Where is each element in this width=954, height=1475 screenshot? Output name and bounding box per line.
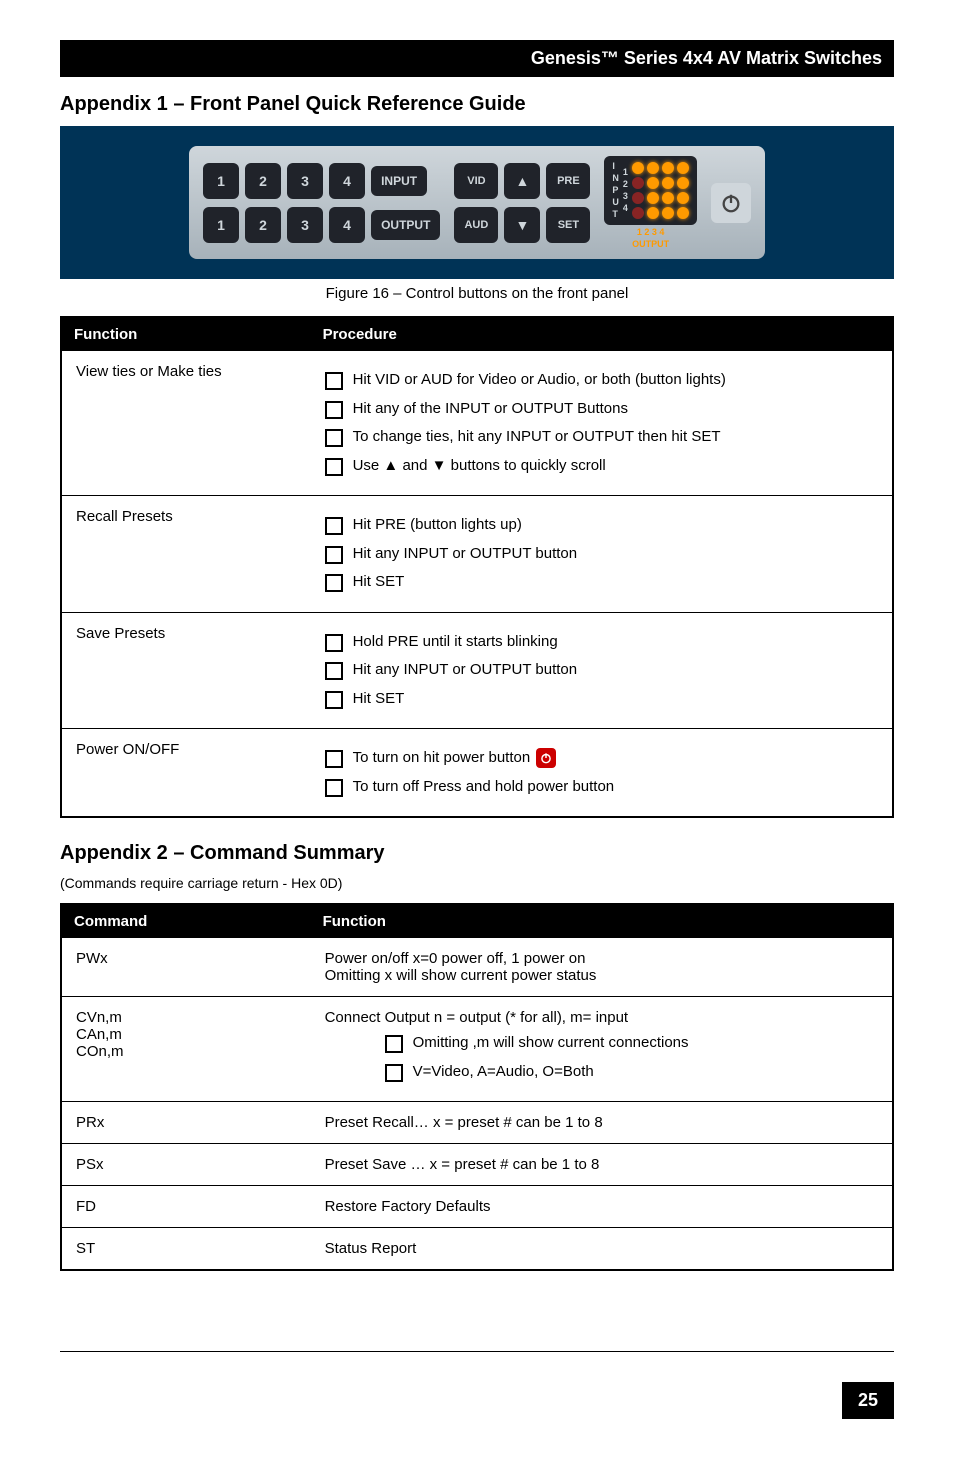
command-cell: FD bbox=[61, 1186, 311, 1228]
function-cell: Save Presets bbox=[61, 612, 311, 729]
function-cell: View ties or Make ties bbox=[61, 351, 311, 496]
led-3 bbox=[677, 162, 689, 174]
power-button[interactable] bbox=[711, 183, 751, 223]
function-cell: Preset Save … x = preset # can be 1 to 8 bbox=[311, 1144, 893, 1186]
command-cell: PRx bbox=[61, 1102, 311, 1144]
procedure-item: Hit any of the INPUT or OUTPUT Buttons bbox=[325, 398, 878, 421]
input-label: INPUT bbox=[371, 166, 427, 196]
output-label-bottom: OUTPUT bbox=[604, 239, 697, 249]
input-row: 1234INPUT bbox=[203, 163, 440, 199]
procedure-item: Hit SET bbox=[325, 571, 878, 594]
led-4 bbox=[632, 177, 644, 189]
input-btn-4[interactable]: 4 bbox=[329, 163, 365, 199]
th-function2: Function bbox=[311, 904, 893, 938]
procedure-cell: Hit VID or AUD for Video or Audio, or bo… bbox=[311, 351, 893, 496]
th-procedure: Procedure bbox=[311, 317, 893, 351]
quick-reference-table: Function Procedure View ties or Make tie… bbox=[60, 316, 894, 818]
title-bar: Genesis™ Series 4x4 AV Matrix Switches bbox=[60, 40, 894, 77]
command-cell: ST bbox=[61, 1228, 311, 1271]
led-1 bbox=[647, 162, 659, 174]
procedure-item: Hit any INPUT or OUTPUT button bbox=[325, 659, 878, 682]
function-cell: Recall Presets bbox=[61, 496, 311, 613]
procedure-item: Hit VID or AUD for Video or Audio, or bo… bbox=[325, 369, 878, 392]
command-summary-table: Command Function PWxPower on/off x=0 pow… bbox=[60, 903, 894, 1271]
function-cell: Power ON/OFF bbox=[61, 729, 311, 818]
procedure-item: Hit any INPUT or OUTPUT button bbox=[325, 543, 878, 566]
procedure-item: Hit PRE (button lights up) bbox=[325, 514, 878, 537]
power-icon bbox=[536, 748, 556, 768]
function-cell: Preset Recall… x = preset # can be 1 to … bbox=[311, 1102, 893, 1144]
procedure-cell: Hit PRE (button lights up) Hit any INPUT … bbox=[311, 496, 893, 613]
command-cell: CVn,m CAn,m COn,m bbox=[61, 997, 311, 1102]
function-cell: Connect Output n = output (* for all), m… bbox=[311, 997, 893, 1102]
output-label: OUTPUT bbox=[371, 210, 440, 240]
function-cell: Power on/off x=0 power off, 1 power onOm… bbox=[311, 938, 893, 997]
output-row: 1234OUTPUT bbox=[203, 207, 440, 243]
led-14 bbox=[662, 207, 674, 219]
led-matrix: INPUT 1234 bbox=[604, 156, 697, 225]
led-9 bbox=[647, 192, 659, 204]
led-6 bbox=[662, 177, 674, 189]
procedure-item: To turn off Press and hold power button bbox=[325, 776, 878, 799]
led-5 bbox=[647, 177, 659, 189]
output-btn-3[interactable]: 3 bbox=[287, 207, 323, 243]
page-number: 25 bbox=[842, 1382, 894, 1419]
procedure-cell: Hold PRE until it starts blinking Hit any… bbox=[311, 612, 893, 729]
down-button[interactable]: ▼ bbox=[504, 207, 540, 243]
function-cell: Restore Factory Defaults bbox=[311, 1186, 893, 1228]
pre-button[interactable]: PRE bbox=[546, 163, 590, 199]
appendix1-heading: Appendix 1 – Front Panel Quick Reference… bbox=[60, 93, 894, 116]
input-btn-1[interactable]: 1 bbox=[203, 163, 239, 199]
led-8 bbox=[632, 192, 644, 204]
front-panel-graphic: 1234INPUT 1234OUTPUT VID ▲ PRE AUD ▼ SET… bbox=[60, 126, 894, 279]
procedure-item: Hit SET bbox=[325, 688, 878, 711]
led-15 bbox=[677, 207, 689, 219]
led-0 bbox=[632, 162, 644, 174]
output-btn-4[interactable]: 4 bbox=[329, 207, 365, 243]
aud-button[interactable]: AUD bbox=[454, 207, 498, 243]
command-cell: PSx bbox=[61, 1144, 311, 1186]
procedure-item: To turn on hit power button bbox=[325, 747, 878, 770]
th-command: Command bbox=[61, 904, 311, 938]
appendix2-heading: Appendix 2 – Command Summary bbox=[60, 842, 894, 865]
up-button[interactable]: ▲ bbox=[504, 163, 540, 199]
led-2 bbox=[662, 162, 674, 174]
figure-caption: Figure 16 – Control buttons on the front… bbox=[60, 285, 894, 302]
bullet-item: V=Video, A=Audio, O=Both bbox=[385, 1061, 878, 1084]
set-button[interactable]: SET bbox=[546, 207, 590, 243]
procedure-item: Use ▲ and ▼ buttons to quickly scroll bbox=[325, 455, 878, 478]
output-numbers: 1 2 3 4 bbox=[604, 227, 697, 237]
bullet-item: Omitting ,m will show current connection… bbox=[385, 1032, 878, 1055]
procedure-cell: To turn on hit power button To turn off … bbox=[311, 729, 893, 818]
input-btn-3[interactable]: 3 bbox=[287, 163, 323, 199]
th-function: Function bbox=[61, 317, 311, 351]
panel-face: 1234INPUT 1234OUTPUT VID ▲ PRE AUD ▼ SET… bbox=[189, 146, 765, 259]
command-cell: PWx bbox=[61, 938, 311, 997]
output-btn-2[interactable]: 2 bbox=[245, 207, 281, 243]
function-cell: Status Report bbox=[311, 1228, 893, 1271]
vid-button[interactable]: VID bbox=[454, 163, 498, 199]
input-btn-2[interactable]: 2 bbox=[245, 163, 281, 199]
led-13 bbox=[647, 207, 659, 219]
procedure-item: Hold PRE until it starts blinking bbox=[325, 631, 878, 654]
led-11 bbox=[677, 192, 689, 204]
output-btn-1[interactable]: 1 bbox=[203, 207, 239, 243]
led-10 bbox=[662, 192, 674, 204]
led-7 bbox=[677, 177, 689, 189]
led-12 bbox=[632, 207, 644, 219]
carriage-return-note: (Commands require carriage return - Hex … bbox=[60, 875, 894, 891]
procedure-item: To change ties, hit any INPUT or OUTPUT … bbox=[325, 426, 878, 449]
